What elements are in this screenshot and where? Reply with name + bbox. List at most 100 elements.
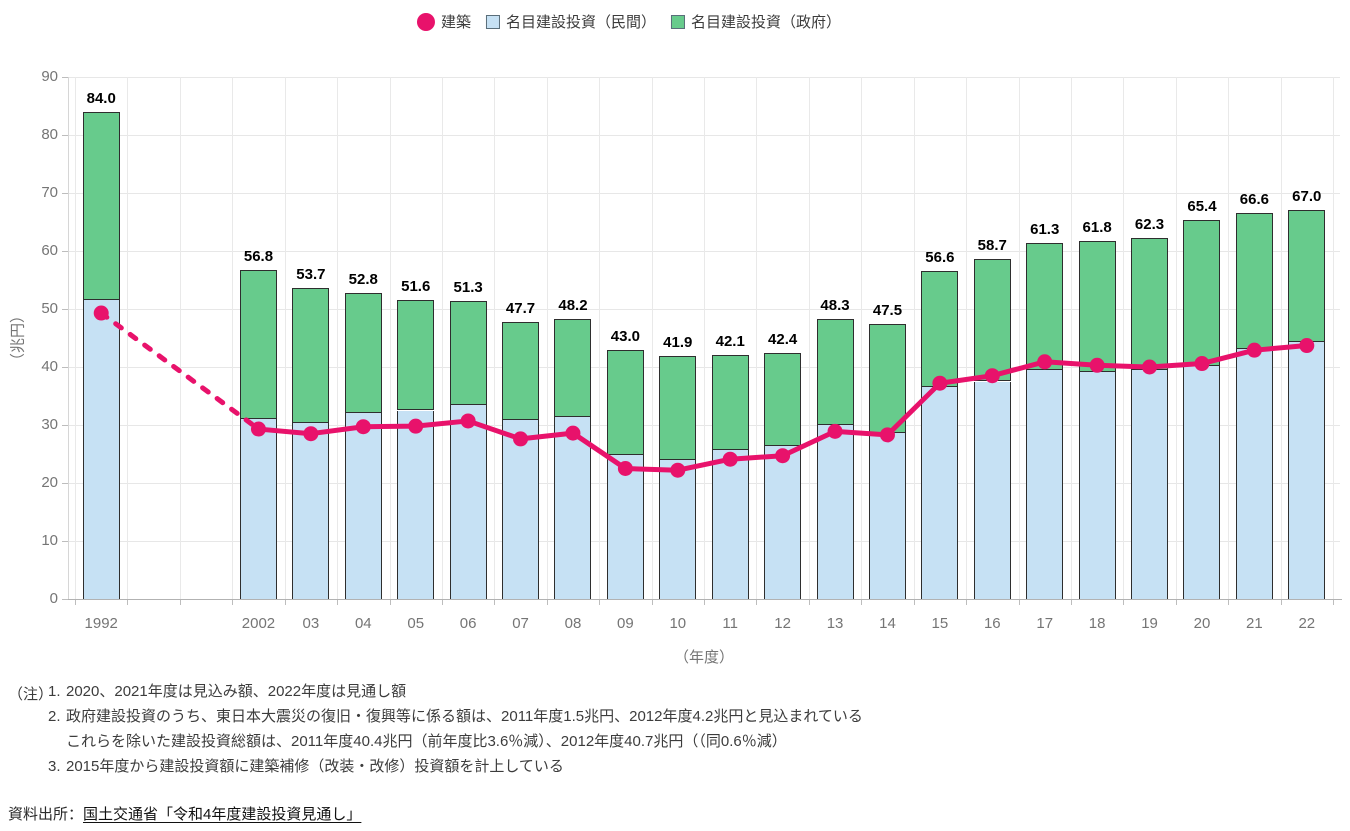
gridline-v-6 [389,77,391,599]
legend-item-government-investment: 名目建設投資（政府） [671,11,841,32]
y-tick-20 [62,483,68,484]
x-tick-label-11: 11 [722,615,738,632]
bar-government-11 [711,354,749,450]
bar-government-19 [1131,237,1169,371]
bar-total-label-19: 62.3 [1134,215,1165,233]
note-marker [48,729,66,754]
gridline-v-15 [861,77,863,599]
x-tick-label-19: 19 [1141,615,1158,632]
bar-government-03 [292,287,330,424]
bar-total-label-13: 48.3 [820,296,850,314]
gridline-v-21 [1175,77,1177,599]
y-tick-50 [62,309,68,310]
x-tick-19 [1070,599,1072,605]
bar-total-label-1992: 84.0 [86,89,116,107]
x-tick-label-18: 18 [1088,615,1106,632]
x-tick-3 [232,599,234,605]
x-tick-label-06: 06 [459,615,477,632]
y-tick-label-60: 60 [41,242,58,259]
bar-government-16 [973,258,1011,382]
gridline-v-4 [284,77,286,599]
y-tick-70 [62,193,68,194]
bar-total-label-10: 41.9 [663,333,693,351]
x-tick-label-14: 14 [879,615,896,632]
y-tick-0 [62,599,68,600]
x-tick-10 [599,599,601,605]
bar-government-2002 [239,269,277,420]
gridline-v-12 [704,77,705,599]
bar-government-05 [397,299,435,411]
bar-private-18 [1078,372,1116,600]
gridline-v-18 [1018,77,1020,599]
gridline-v-7 [441,77,443,599]
y-tick-label-90: 90 [41,68,58,85]
note-line-1: 1. 2020、2021年度は見込み額、2022年度は見通し額 [48,679,863,704]
bar-government-15 [921,270,959,388]
x-tick-label-08: 08 [564,615,582,632]
bar-government-08 [554,319,592,417]
gridline-v-1 [127,77,129,599]
gridline-v-22 [1228,77,1230,599]
y-tick-label-70: 70 [41,184,58,201]
bar-government-12 [764,353,802,446]
y-tick-30 [62,425,68,426]
notes-block: （注） 1. 2020、2021年度は見込み額、2022年度は見通し額 2. 政… [8,679,863,779]
bar-total-label-2002: 56.8 [243,247,274,265]
bar-total-label-17: 61.3 [1030,221,1060,239]
source-label: 資料出所： [8,806,84,823]
x-tick-label-04: 04 [354,615,372,632]
x-tick-6 [389,599,391,605]
source-link[interactable]: 国土交通省「令和4年度建設投資見通し」 [83,806,362,823]
bar-total-label-03: 53.7 [296,265,326,283]
gridline-v-17 [966,77,968,599]
y-tick-label-40: 40 [41,358,58,375]
y-axis-line [68,77,69,599]
bar-private-05 [397,410,435,600]
x-tick-4 [284,599,286,605]
gridline-v-13 [756,77,758,599]
bar-private-19 [1131,370,1169,600]
bar-total-label-21: 66.6 [1239,190,1269,208]
x-tick-20 [1123,599,1125,605]
x-tick-label-16: 16 [983,615,1001,632]
building-line-marker-icon [416,12,435,31]
note-text: これらを除いた建設投資総額は、2011年度40.4兆円（前年度比3.6％減）、2… [66,733,787,750]
bar-private-06 [449,404,487,600]
gridline-v-10 [599,77,601,599]
x-tick-24 [1333,599,1334,605]
source-line: 資料出所：国土交通省「令和4年度建設投資見通し」 [8,803,361,824]
gridline-v-16 [913,77,915,599]
private-investment-marker-icon [485,14,500,29]
bar-private-08 [554,416,592,600]
bar-total-label-04: 52.8 [348,270,378,288]
bar-government-13 [816,318,854,425]
x-axis-title: （年度） [673,649,734,666]
gridline-v-19 [1070,77,1072,599]
bar-private-17 [1026,370,1064,600]
gridline-v-20 [1123,77,1125,599]
bar-private-21 [1235,349,1273,600]
x-tick-label-13: 13 [826,615,844,632]
gridline-v-24 [1333,77,1334,599]
legend-label-private-investment: 名目建設投資（民間） [505,14,657,31]
note-marker: 1. [48,683,61,700]
bar-private-13 [816,425,854,600]
y-tick-80 [62,135,68,136]
bar-government-07 [502,322,540,420]
x-tick-label-07: 07 [512,615,529,632]
x-tick-7 [441,599,443,605]
y-tick-label-30: 30 [41,416,58,433]
bar-private-10 [659,460,697,600]
bar-government-10 [659,355,697,461]
y-tick-10 [62,541,68,542]
y-tick-label-0: 0 [49,590,58,607]
bar-government-04 [344,292,382,414]
legend-label-building-line: 建築 [440,14,471,31]
bar-private-16 [973,381,1011,600]
x-tick-1 [127,599,129,605]
note-text: 2020、2021年度は見込み額、2022年度は見通し額 [66,683,407,700]
x-tick-8 [494,599,496,605]
note-marker: 3. [48,758,61,775]
legend-item-private-investment: 名目建設投資（民間） [485,11,657,32]
bar-private-09 [606,454,644,600]
